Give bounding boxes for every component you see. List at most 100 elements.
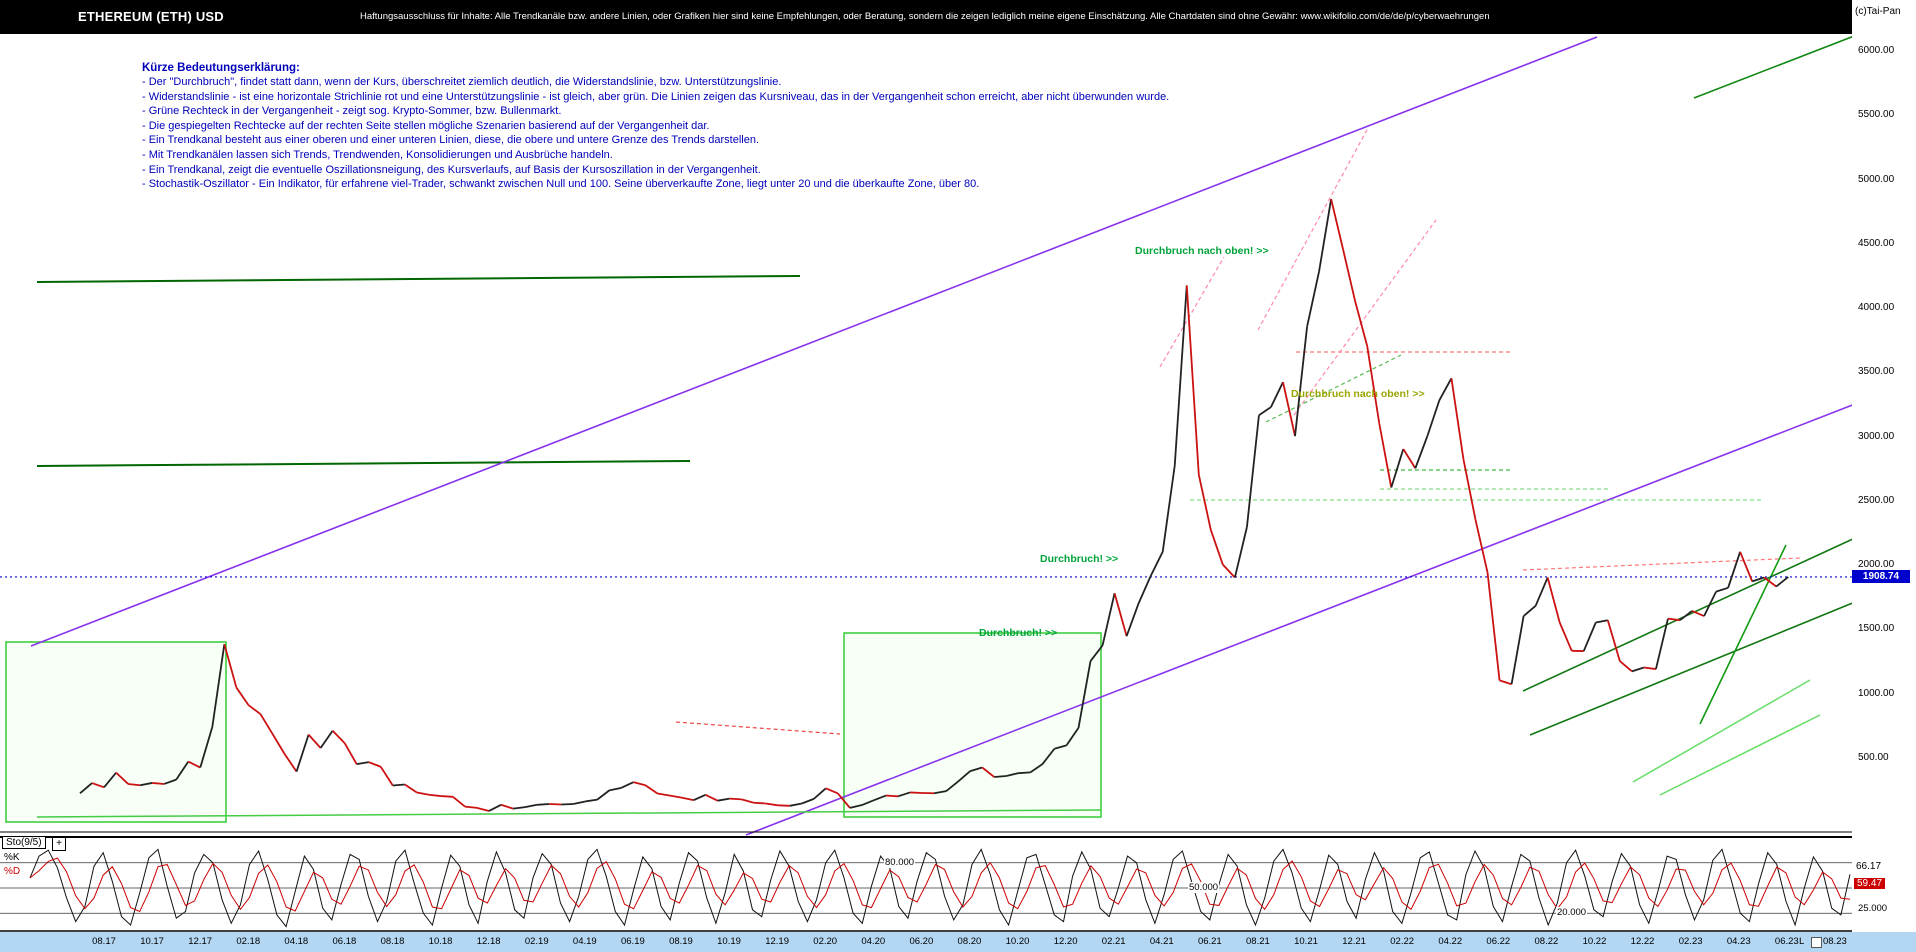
price-series-segment (1438, 377, 1453, 401)
time-axis-label: 10.19 (717, 936, 741, 947)
price-series-segment (271, 733, 286, 755)
price-series-segment (1113, 592, 1128, 637)
price-series-segment (620, 781, 634, 789)
time-axis-label: 04.23 (1726, 936, 1751, 947)
price-axis-label: 3000.00 (1858, 430, 1895, 442)
legend-line: - Stochastik-Oszillator - Ein Indikator,… (142, 178, 980, 191)
price-axis-label: 2500.00 (1858, 494, 1895, 506)
price-series-segment (1065, 727, 1080, 746)
price-series-segment (307, 734, 322, 749)
price-series-segment (1270, 381, 1284, 408)
price-series-segment (1643, 666, 1657, 670)
time-axis-label: 08.21 (1246, 936, 1270, 947)
price-series-segment (1282, 381, 1296, 437)
price-series-segment (813, 787, 827, 800)
legend-line: - Ein Trendkanal, zeigt die eventuelle O… (142, 163, 761, 176)
stochastic-indicator-button[interactable]: Sto(9/5) (2, 836, 46, 849)
price-series-segment (1402, 448, 1417, 469)
legend-title: Kürze Bedeutungserklärung: (142, 62, 300, 74)
time-axis-label: 02.18 (236, 936, 261, 947)
price-series-segment (476, 807, 490, 812)
disclaimer-text: Haftungsausschluss für Inhalte: Alle Tre… (360, 11, 1490, 22)
price-series-segment (1306, 271, 1320, 328)
percent-k-label: %K (4, 852, 20, 863)
price-series-segment (488, 803, 502, 812)
time-axis-label: 02.20 (813, 936, 838, 947)
price-series-segment (295, 734, 310, 772)
dashed-red-2018-bottom (675, 721, 841, 735)
price-series-segment (1209, 529, 1224, 565)
price-series-segment (933, 790, 947, 795)
price-series-segment (1137, 575, 1152, 604)
price-series-segment (392, 783, 405, 787)
price-series-segment (1342, 249, 1357, 302)
time-axis-label: 12.17 (188, 936, 213, 947)
oscillator-scale-label: 25.000 (1858, 903, 1888, 914)
price-axis-label: 5000.00 (1858, 173, 1895, 185)
price-series-segment (897, 791, 911, 798)
price-series-segment (1390, 448, 1405, 488)
price-series-segment (573, 800, 586, 805)
price-series-segment (343, 742, 358, 765)
price-series-segment (1595, 619, 1608, 624)
breakout-annotation: Durchbruch! >> (1040, 553, 1119, 565)
price-series-segment (657, 792, 670, 797)
price-series-segment (356, 761, 369, 766)
legend-block: Kürze Bedeutungserklärung: - Der "Durchb… (142, 62, 1169, 192)
price-series-segment (1703, 591, 1717, 617)
price-series-segment (1523, 605, 1537, 617)
price-series-segment (115, 771, 129, 785)
breakout-annotation: Durchbruch! >> (979, 627, 1058, 639)
price-series-segment (1510, 615, 1525, 685)
price-series-segment (994, 775, 1007, 778)
legend-line: - Mit Trendkanälen lassen sich Trends, T… (142, 148, 613, 161)
price-series-segment (283, 753, 298, 773)
price-series-segment (235, 687, 250, 706)
price-series-segment (644, 784, 658, 795)
time-axis-label: 08.19 (669, 936, 693, 947)
price-series-segment (549, 803, 562, 806)
price-series-segment (1222, 564, 1236, 579)
price-series-segment (1619, 660, 1633, 673)
price-axis-label: 6000.00 (1858, 45, 1895, 56)
price-series-segment (1006, 772, 1019, 777)
time-axis-label: 12.21 (1342, 936, 1366, 947)
price-series-segment (1763, 576, 1777, 588)
price-series-segment (1679, 610, 1693, 621)
time-axis-label: 10.20 (1005, 936, 1030, 947)
price-series-segment (1018, 771, 1031, 775)
price-series-segment (175, 761, 190, 781)
bull-market-box-2017 (5, 641, 227, 823)
price-series-segment (259, 713, 274, 735)
price-series-segment (705, 793, 718, 802)
axis-marker-L: L (1799, 936, 1805, 947)
axis-thumb[interactable] (1811, 937, 1822, 948)
price-series-segment (1715, 586, 1729, 593)
price-series-segment (1727, 551, 1741, 589)
price-series-segment (885, 794, 899, 798)
price-series-segment (1041, 748, 1056, 765)
price-series-segment (1161, 465, 1176, 552)
support-lightgreen-long (36, 809, 1102, 818)
price-series-segment (596, 789, 610, 801)
price-series-segment (91, 782, 105, 789)
current-price-value: 1908.74 (1862, 570, 1900, 582)
dashed-pink-peak-apr21 (1159, 256, 1225, 368)
price-series-segment (957, 770, 971, 783)
price-series-segment (1751, 576, 1765, 583)
price-series-segment (199, 726, 214, 768)
time-axis-label: 06.23 (1774, 936, 1799, 947)
legend-line: - Der "Durchbruch", findet statt dann, w… (142, 76, 782, 88)
indicator-add-button[interactable]: + (52, 837, 66, 851)
price-axis-label: 4500.00 (1858, 237, 1895, 249)
price-series-segment (128, 783, 141, 787)
price-series-segment (1234, 526, 1248, 578)
price-series-segment (1667, 617, 1681, 622)
price-series-segment (1426, 399, 1441, 437)
price-series-segment (79, 782, 93, 795)
price-series-segment (693, 793, 706, 801)
price-series-segment (669, 794, 682, 799)
price-series-segment (1775, 576, 1789, 588)
